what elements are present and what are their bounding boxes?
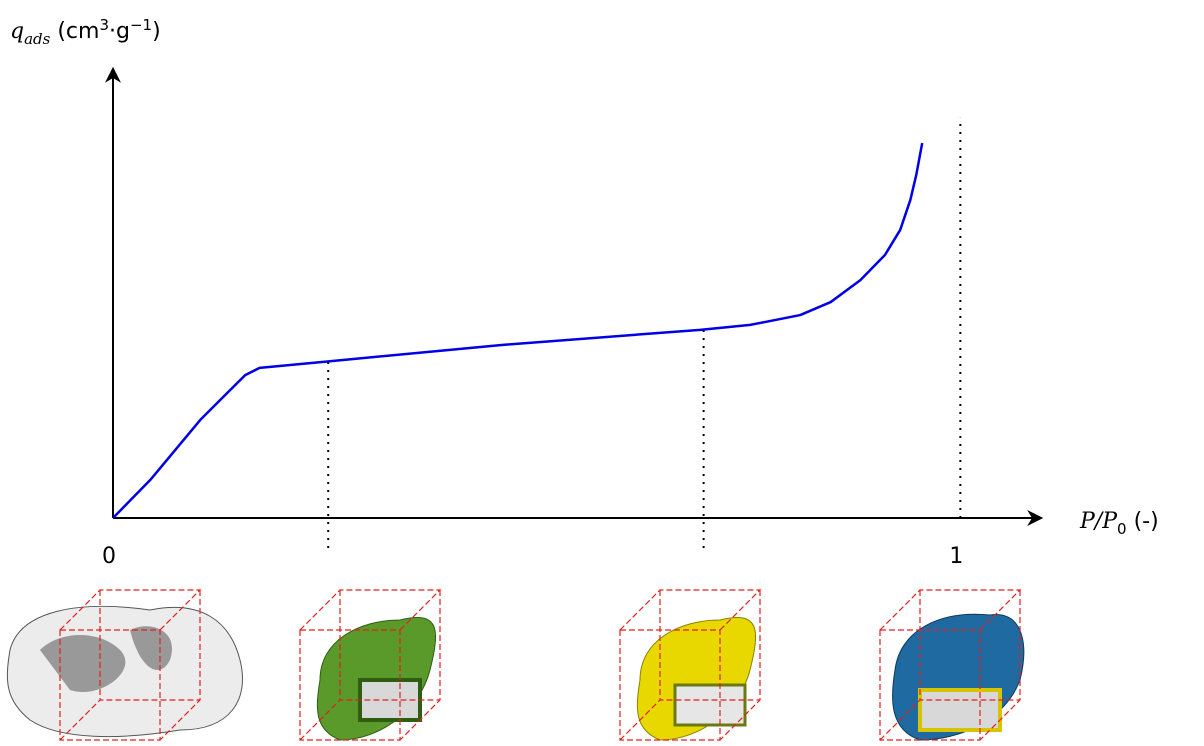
- y-label-part: 3: [99, 16, 109, 34]
- y-label-part: ·g: [109, 19, 130, 44]
- y-label-part: ): [152, 19, 161, 44]
- illustration-green: [299, 589, 441, 741]
- y-axis-label: qads (cm3·g−1): [10, 16, 161, 48]
- x-tick-label: 1: [949, 544, 963, 569]
- illustration-blue: [879, 589, 1025, 741]
- x-label-part: (-): [1127, 509, 1159, 534]
- x-label-part: P/P: [1079, 509, 1118, 534]
- y-label-part: −1: [130, 16, 152, 34]
- y-label-part: ads: [24, 30, 51, 48]
- x-axis-label: P/P0 (-): [1079, 509, 1159, 538]
- illustration-solid: [6, 589, 243, 741]
- isotherm-line: [112, 142, 924, 519]
- y-label-part: (cm: [50, 19, 99, 44]
- x-label-part: 0: [1117, 520, 1127, 538]
- x-tick-label: 0: [102, 544, 116, 569]
- y-label-part: q: [10, 19, 24, 44]
- illustration-yellow: [619, 589, 761, 741]
